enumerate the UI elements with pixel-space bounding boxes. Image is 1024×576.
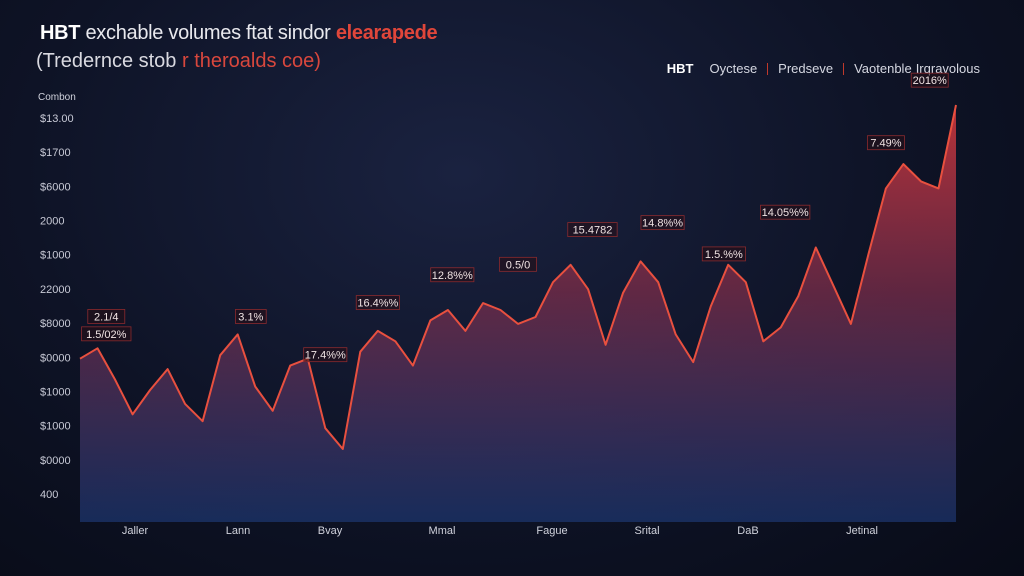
x-tick-label: Bvay: [318, 525, 343, 537]
data-label-box: [430, 267, 475, 283]
y-ticks: $13.00 $1700 $6000 2000 $1000 22000 $8000 $0000…: [40, 113, 74, 501]
x-ticks: Jaller Lann Bvay Mmal Fague Srital DaB Jetinal: [122, 525, 878, 537]
y-tick-label: $0000: [40, 455, 71, 467]
data-label-text: 12.8%%: [432, 270, 473, 282]
data-label-text: 17.4%%: [305, 350, 346, 362]
data-label: 1.5/02%: [81, 326, 132, 342]
y-axis-label: Combon: [38, 92, 76, 103]
title-main: exchable volumes ftat sindor: [80, 22, 336, 44]
data-label-box: [640, 215, 685, 231]
data-label-box: [303, 347, 348, 363]
data-label: 17.4%%: [303, 347, 348, 363]
x-tick-label: Jaller: [122, 525, 149, 537]
data-label-text: 14.8%%: [642, 218, 683, 230]
data-label-box: [87, 309, 126, 324]
chart-title: HBT exchable volumes ftat sindor elearap…: [40, 22, 438, 45]
x-tick-label: Mmal: [429, 525, 456, 537]
data-label-box: [355, 295, 400, 310]
data-label: 2.1/4: [87, 309, 126, 324]
y-tick-label: 22000: [40, 284, 71, 296]
data-label-box: [235, 309, 267, 324]
data-label: 15.4782: [567, 222, 618, 237]
data-label: 0.5/0: [499, 256, 537, 272]
data-label-box: [910, 72, 949, 88]
data-label-text: 1.5/02%: [86, 329, 127, 341]
data-label-text: 16.4%%: [357, 298, 398, 310]
data-labels: 2.1/4 1.5/02% 3.1% 17.4%% 16.4%% 12.8%% 0.5/0 1…: [81, 72, 949, 363]
data-label-text: 3.1%: [238, 311, 263, 323]
y-tick-label: $1000: [40, 250, 71, 262]
legend-brand: HBT: [666, 61, 694, 76]
legend-item-2[interactable]: Predseve: [778, 61, 834, 76]
data-label-box: [760, 204, 811, 220]
data-label-text: 2016%: [913, 75, 947, 87]
legend-item-4[interactable]: Irqravolous: [915, 61, 980, 76]
data-label-box: [81, 326, 132, 342]
y-tick-label: $0000: [40, 352, 71, 364]
data-label-box: [701, 246, 746, 262]
data-label-box: [867, 135, 905, 151]
x-tick-label: Srital: [634, 525, 659, 537]
data-label-text: 7.49%: [870, 138, 901, 150]
data-label: 2016%: [910, 72, 949, 88]
data-label-text: 15.4782: [573, 225, 613, 237]
chart-subtitle: (Tredernce stob r theroalds coe): [36, 50, 321, 73]
subtitle-accent: r theroalds coe): [182, 50, 321, 72]
legend-item-1[interactable]: Oyctese: [709, 61, 758, 76]
legend: HBT Oyctese Predseve Vaotenble Irqravolo…: [667, 61, 982, 76]
legend-separator: [767, 62, 769, 75]
x-tick-label: DaB: [737, 525, 758, 537]
series-line: [79, 104, 957, 450]
legend-item-3[interactable]: Vaotenble: [854, 61, 912, 76]
x-tick-label: Jetinal: [846, 525, 878, 537]
data-label: 14.05%%: [760, 204, 811, 220]
data-label: 3.1%: [235, 309, 267, 324]
data-label-text: 2.1/4: [94, 311, 118, 323]
y-tick-label: $1000: [40, 386, 71, 398]
y-tick-label: $1700: [40, 147, 71, 159]
data-label-text: 0.5/0: [506, 259, 530, 271]
data-label-box: [499, 256, 537, 272]
data-label-text: 1.5.%%: [705, 249, 743, 261]
y-tick-label: $6000: [40, 181, 71, 193]
data-label: 16.4%%: [355, 295, 400, 310]
y-tick-label: $8000: [40, 318, 71, 330]
data-label: 7.49%: [867, 135, 905, 151]
data-label-text: 14.05%%: [762, 207, 809, 219]
y-tick-label: $13.00: [40, 113, 74, 125]
legend-separator: [843, 62, 845, 75]
y-tick-label: 400: [40, 489, 58, 501]
title-lead: HBT: [40, 22, 81, 44]
area-fill: [80, 105, 956, 522]
y-tick-label: 2000: [40, 216, 64, 228]
subtitle-main: (Tredernce stob: [36, 50, 177, 72]
x-tick-label: Lann: [226, 525, 250, 537]
title-accent: elearapede: [335, 22, 438, 44]
data-label: 12.8%%: [430, 267, 475, 283]
data-label: 1.5.%%: [701, 246, 746, 262]
x-tick-label: Fague: [536, 525, 567, 537]
data-label: 14.8%%: [640, 215, 685, 231]
y-tick-label: $1000: [40, 421, 71, 433]
data-label-box: [567, 222, 618, 237]
